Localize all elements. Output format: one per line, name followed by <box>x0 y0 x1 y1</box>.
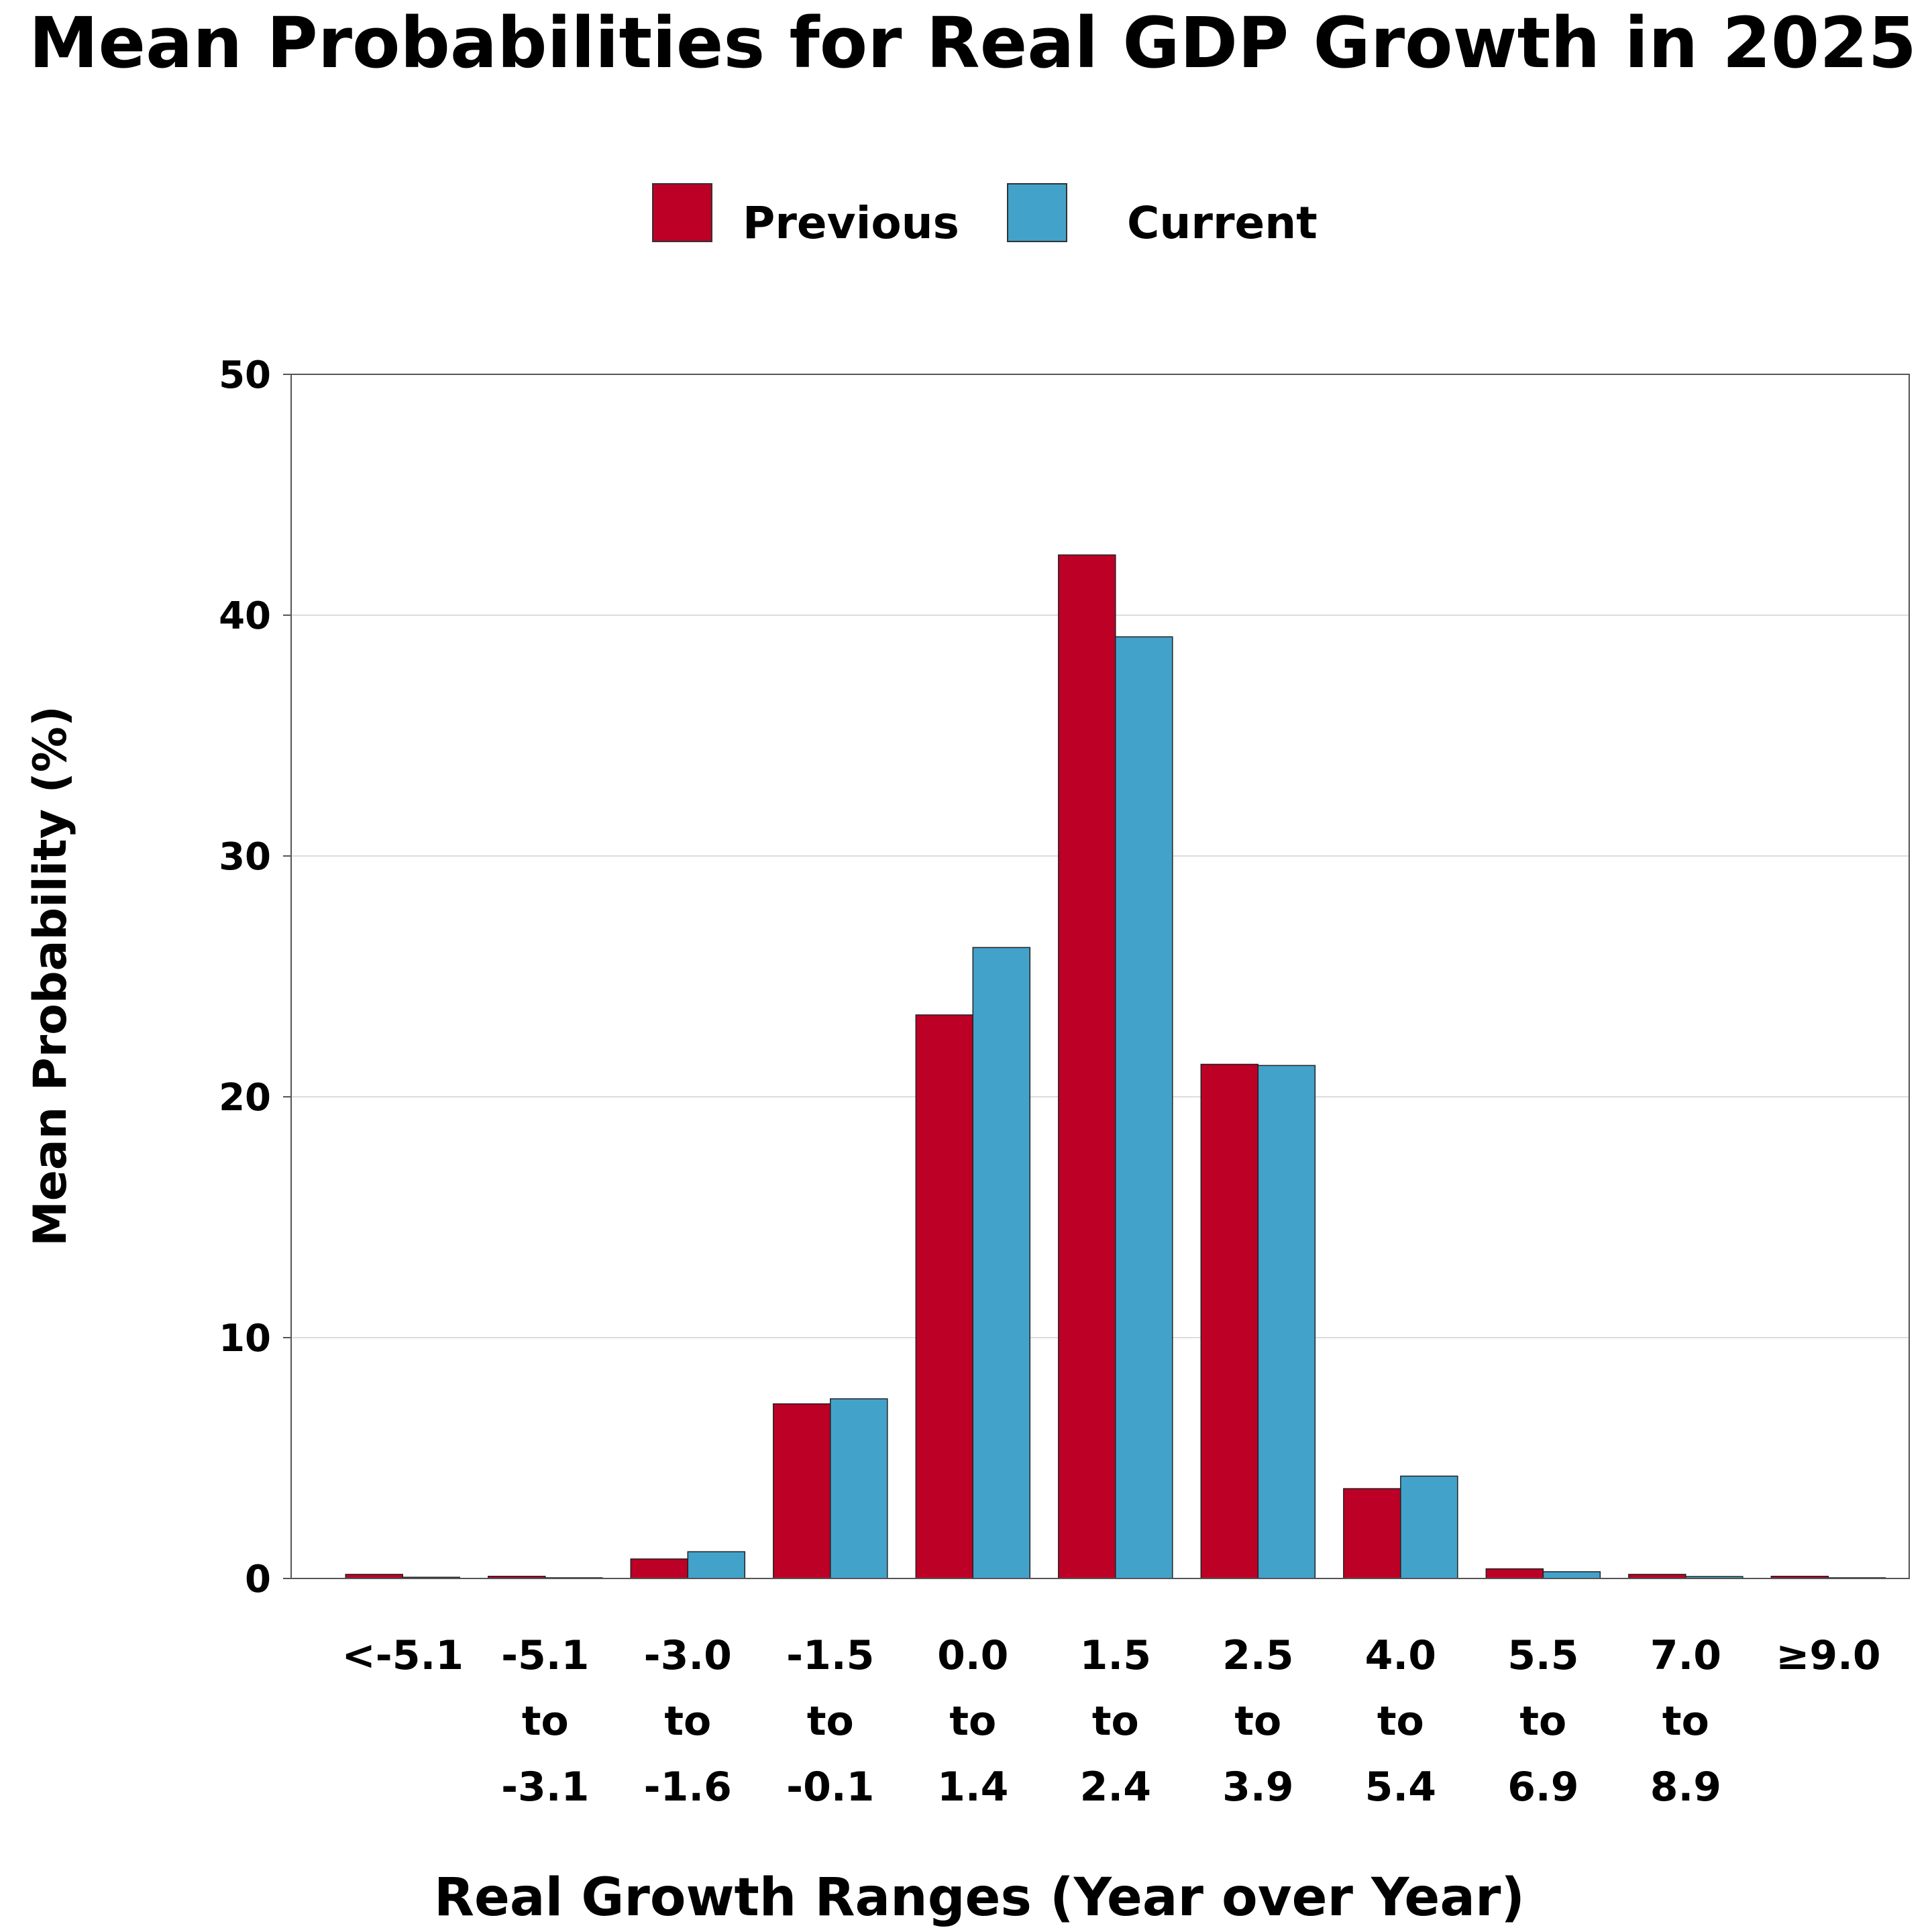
bar-current <box>830 1398 888 1579</box>
x-tick-label: to <box>1519 1698 1566 1745</box>
bar-previous <box>1200 1063 1259 1579</box>
y-tick-label: 50 <box>219 354 271 397</box>
bar-current <box>972 947 1031 1579</box>
legend-swatch-current <box>1007 183 1067 242</box>
y-axis-label: Mean Probability (%) <box>24 706 77 1246</box>
plot-frame <box>290 374 1910 1579</box>
legend-swatch-previous <box>652 183 712 242</box>
x-tick-label: 7.0 <box>1650 1632 1721 1679</box>
bar-previous <box>1343 1488 1401 1579</box>
x-tick-label: to <box>1092 1698 1139 1745</box>
x-tick-label: -3.0 <box>644 1632 732 1679</box>
x-tick-label: to <box>1234 1698 1281 1745</box>
x-tick-label: -5.1 <box>501 1632 589 1679</box>
bar-current <box>1115 636 1173 1579</box>
x-tick-label: 4.0 <box>1365 1632 1436 1679</box>
x-tick-label: 6.9 <box>1507 1764 1578 1811</box>
x-axis-label: Real Growth Ranges (Year over Year) <box>434 1868 1525 1928</box>
x-tick-label: to <box>949 1698 996 1745</box>
x-tick-label: ≥9.0 <box>1776 1632 1881 1679</box>
x-tick-label: -1.5 <box>786 1632 874 1679</box>
bar-previous <box>630 1558 689 1579</box>
x-tick-label: 0.0 <box>937 1632 1008 1679</box>
x-tick-label: to <box>664 1698 711 1745</box>
x-tick-label: 5.4 <box>1365 1764 1436 1811</box>
bar-current <box>1257 1065 1316 1579</box>
x-tick-label: -0.1 <box>786 1764 874 1811</box>
bar-current <box>1542 1571 1601 1579</box>
x-tick-label: <-5.1 <box>342 1632 464 1679</box>
x-tick-label: to <box>807 1698 854 1745</box>
x-tick-label: 1.4 <box>937 1764 1008 1811</box>
legend-label-previous: Previous <box>743 197 959 249</box>
bar-current <box>687 1551 746 1579</box>
x-tick-label: 2.4 <box>1080 1764 1151 1811</box>
x-tick-label: to <box>522 1698 569 1745</box>
y-tick-label: 0 <box>245 1558 271 1601</box>
y-tick-label: 20 <box>219 1076 271 1120</box>
x-tick-label: 1.5 <box>1080 1632 1151 1679</box>
y-tick-label: 30 <box>219 835 271 879</box>
legend-label-current: Current <box>1127 197 1318 249</box>
legend: Previous Current <box>652 183 1318 249</box>
x-tick-label: 2.5 <box>1222 1632 1293 1679</box>
x-tick-label: -3.1 <box>501 1764 589 1811</box>
y-tick-label: 40 <box>219 594 271 638</box>
x-tick-label: 8.9 <box>1650 1764 1721 1811</box>
bar-previous <box>915 1014 974 1579</box>
bar-previous <box>1058 554 1116 1579</box>
bar-previous <box>1485 1568 1544 1579</box>
x-tick-label: 3.9 <box>1222 1764 1293 1811</box>
bar-previous <box>773 1403 831 1579</box>
x-tick-label: -1.6 <box>644 1764 732 1811</box>
x-tick-label: to <box>1377 1698 1424 1745</box>
x-tick-label: 5.5 <box>1507 1632 1578 1679</box>
bar-current <box>1400 1475 1458 1579</box>
y-tick-label: 10 <box>219 1317 271 1360</box>
x-tick-label: to <box>1662 1698 1709 1745</box>
chart-title: Mean Probabilities for Real GDP Growth i… <box>29 2 1917 84</box>
